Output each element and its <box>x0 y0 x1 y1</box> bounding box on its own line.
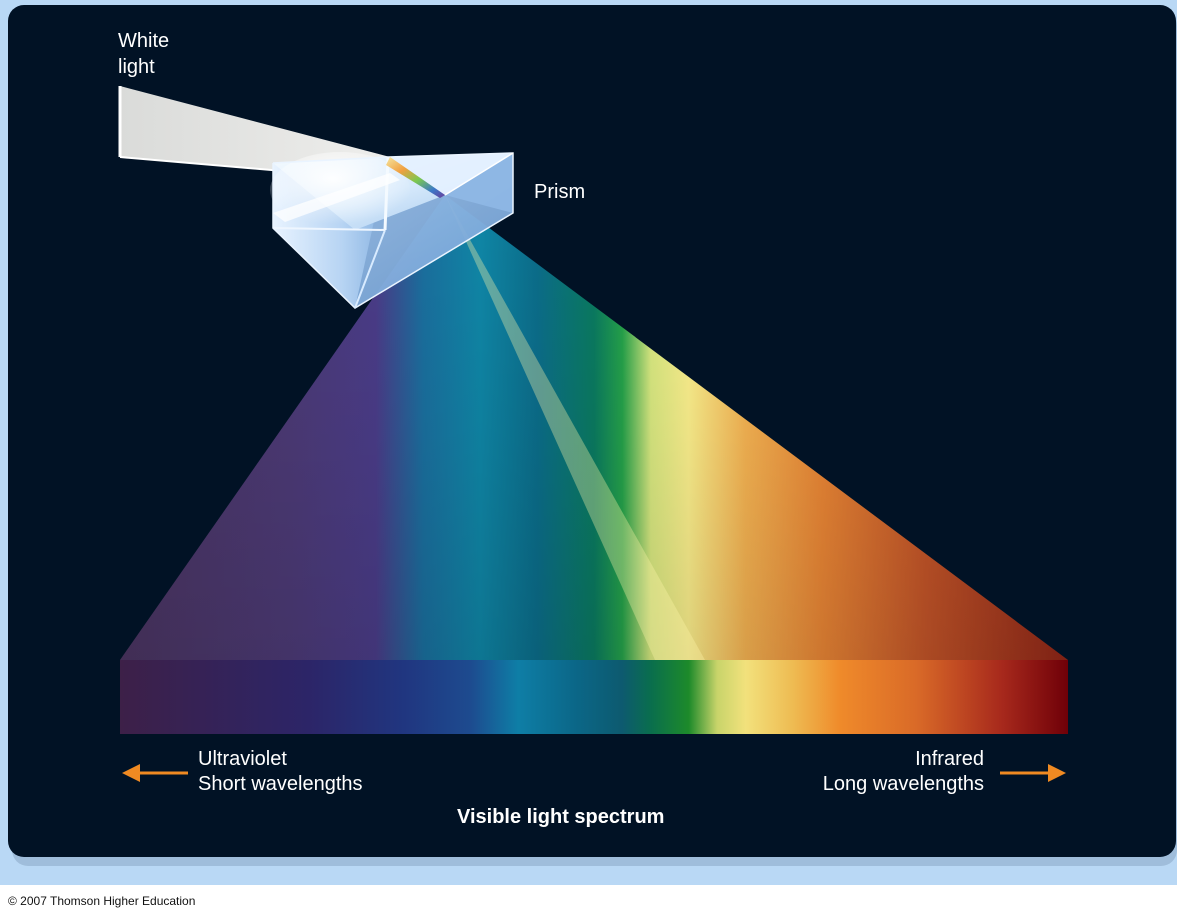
spectrum-title: Visible light spectrum <box>457 804 664 830</box>
long-wavelengths-label: Long wavelengths <box>823 771 984 797</box>
white-light-label-line1: White <box>118 28 169 54</box>
prism-label: Prism <box>534 179 585 205</box>
copyright-notice: © 2007 Thomson Higher Education <box>8 894 195 908</box>
ultraviolet-label: Ultraviolet <box>198 746 287 772</box>
short-wavelengths-label: Short wavelengths <box>198 771 363 797</box>
infrared-label: Infrared <box>915 746 984 772</box>
white-light-label-line2: light <box>118 54 155 80</box>
spectrum-bar <box>120 660 1068 734</box>
